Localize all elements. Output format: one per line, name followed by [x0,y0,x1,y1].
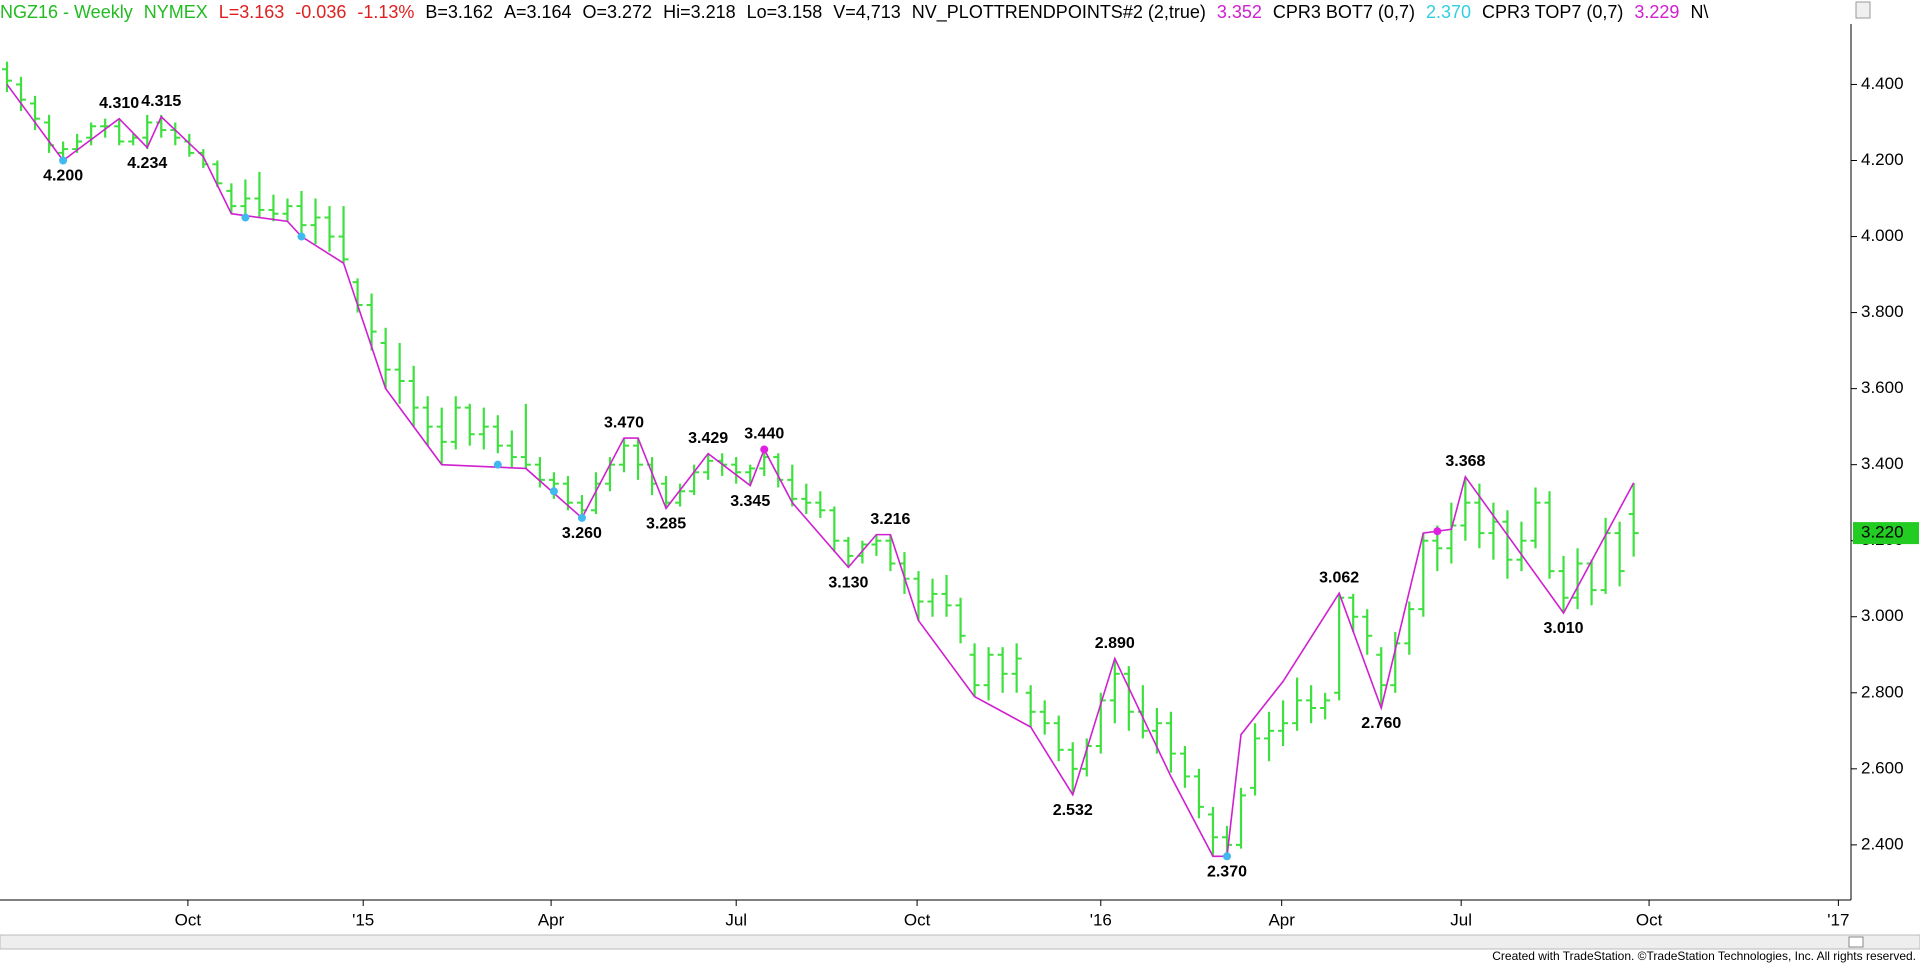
x-tick-label: Oct [1636,910,1663,929]
x-tick-label: Jul [1450,910,1472,929]
last-price-box [1853,522,1919,545]
pivot-label: 3.368 [1445,453,1485,470]
header-item: B=3.162 [425,2,493,22]
header-item: L=3.163 [218,2,285,22]
scrollbar[interactable] [0,934,1920,950]
plot-area [0,24,1851,900]
pivot-label: 3.260 [562,525,602,542]
pivot-label: 3.216 [870,511,910,528]
header-item: 3.352 [1216,2,1262,22]
y-tick-label: 3.000 [1861,606,1904,625]
trend-marker [1222,852,1231,861]
pivot-label: 4.310 [99,95,139,112]
trend-marker [297,232,306,241]
trend-marker [241,213,250,222]
header-item: O=3.272 [582,2,653,22]
header-item: CPR3 BOT7 (0,7) [1272,2,1415,22]
header-item: NYMEX [143,2,208,22]
header-item: 2.370 [1425,2,1471,22]
pivot-label: 3.429 [688,430,728,447]
trend-marker [59,156,68,165]
pivot-label: 3.010 [1544,620,1584,637]
header-item: Hi=3.218 [663,2,736,22]
header-item: NV_PLOTTRENDPOINTS#2 (2,true) [911,2,1206,22]
pivot-label: 3.062 [1319,569,1359,586]
scroll-thumb[interactable] [1848,936,1864,948]
header-item: Lo=3.158 [746,2,823,22]
x-tick-label: Apr [538,910,565,929]
trend-marker [549,487,558,496]
x-tick-label: '16 [1090,910,1112,929]
y-tick-label: 2.600 [1861,758,1904,777]
pivot-label: 4.200 [43,168,83,185]
x-tick-label: Oct [904,910,931,929]
y-tick-label: 2.800 [1861,682,1904,701]
y-tick-label: 4.000 [1861,226,1904,245]
y-tick-label: 3.800 [1861,302,1904,321]
pivot-label: 2.890 [1095,635,1135,652]
header-item: CPR3 TOP7 (0,7) [1482,2,1624,22]
pivot-label: 4.234 [127,155,167,172]
header-item: 3.229 [1634,2,1680,22]
pivot-label: 3.440 [744,426,784,443]
x-tick-label: Oct [175,910,202,929]
credit: Created with TradeStation. ©TradeStation… [1492,949,1916,963]
trend-marker [577,513,586,522]
x-tick-label: '15 [352,910,374,929]
last-price-label: 3.220 [1861,523,1904,542]
y-tick-label: 4.200 [1861,150,1904,169]
trend-marker [760,445,769,454]
header-item: V=4,713 [833,2,901,22]
pivot-label: 3.470 [604,414,644,431]
pivot-label: 2.532 [1053,802,1093,819]
y-tick-label: 4.400 [1861,74,1904,93]
pivot-label: 3.130 [828,575,868,592]
pivot-label: 2.760 [1361,715,1401,732]
x-tick-label: Apr [1268,910,1295,929]
y-tick-label: 3.400 [1861,454,1904,473]
trend-marker [1433,527,1442,536]
header-item: N\ [1690,2,1709,22]
y-tick-label: 2.400 [1861,834,1904,853]
header-item: NGZ16 - Weekly [0,2,133,22]
scroll-arrow[interactable] [1855,1,1871,19]
pivot-label: 3.285 [646,516,686,533]
x-tick-label: Jul [725,910,747,929]
header-item: A=3.164 [503,2,572,22]
y-tick-label: 3.600 [1861,378,1904,397]
header-item: -1.13% [357,2,415,22]
header-item: -0.036 [295,2,347,22]
chart-header: NGZ16 - Weekly NYMEX L=3.163 -0.036 -1.13% B=… [0,0,1851,24]
trend-line [6,83,1635,858]
pivot-label: 4.315 [141,93,181,110]
pivot-label: 2.370 [1207,863,1247,880]
trend-marker [493,460,502,469]
pivot-label: 3.345 [730,493,770,510]
x-tick-label: '17 [1827,910,1849,929]
